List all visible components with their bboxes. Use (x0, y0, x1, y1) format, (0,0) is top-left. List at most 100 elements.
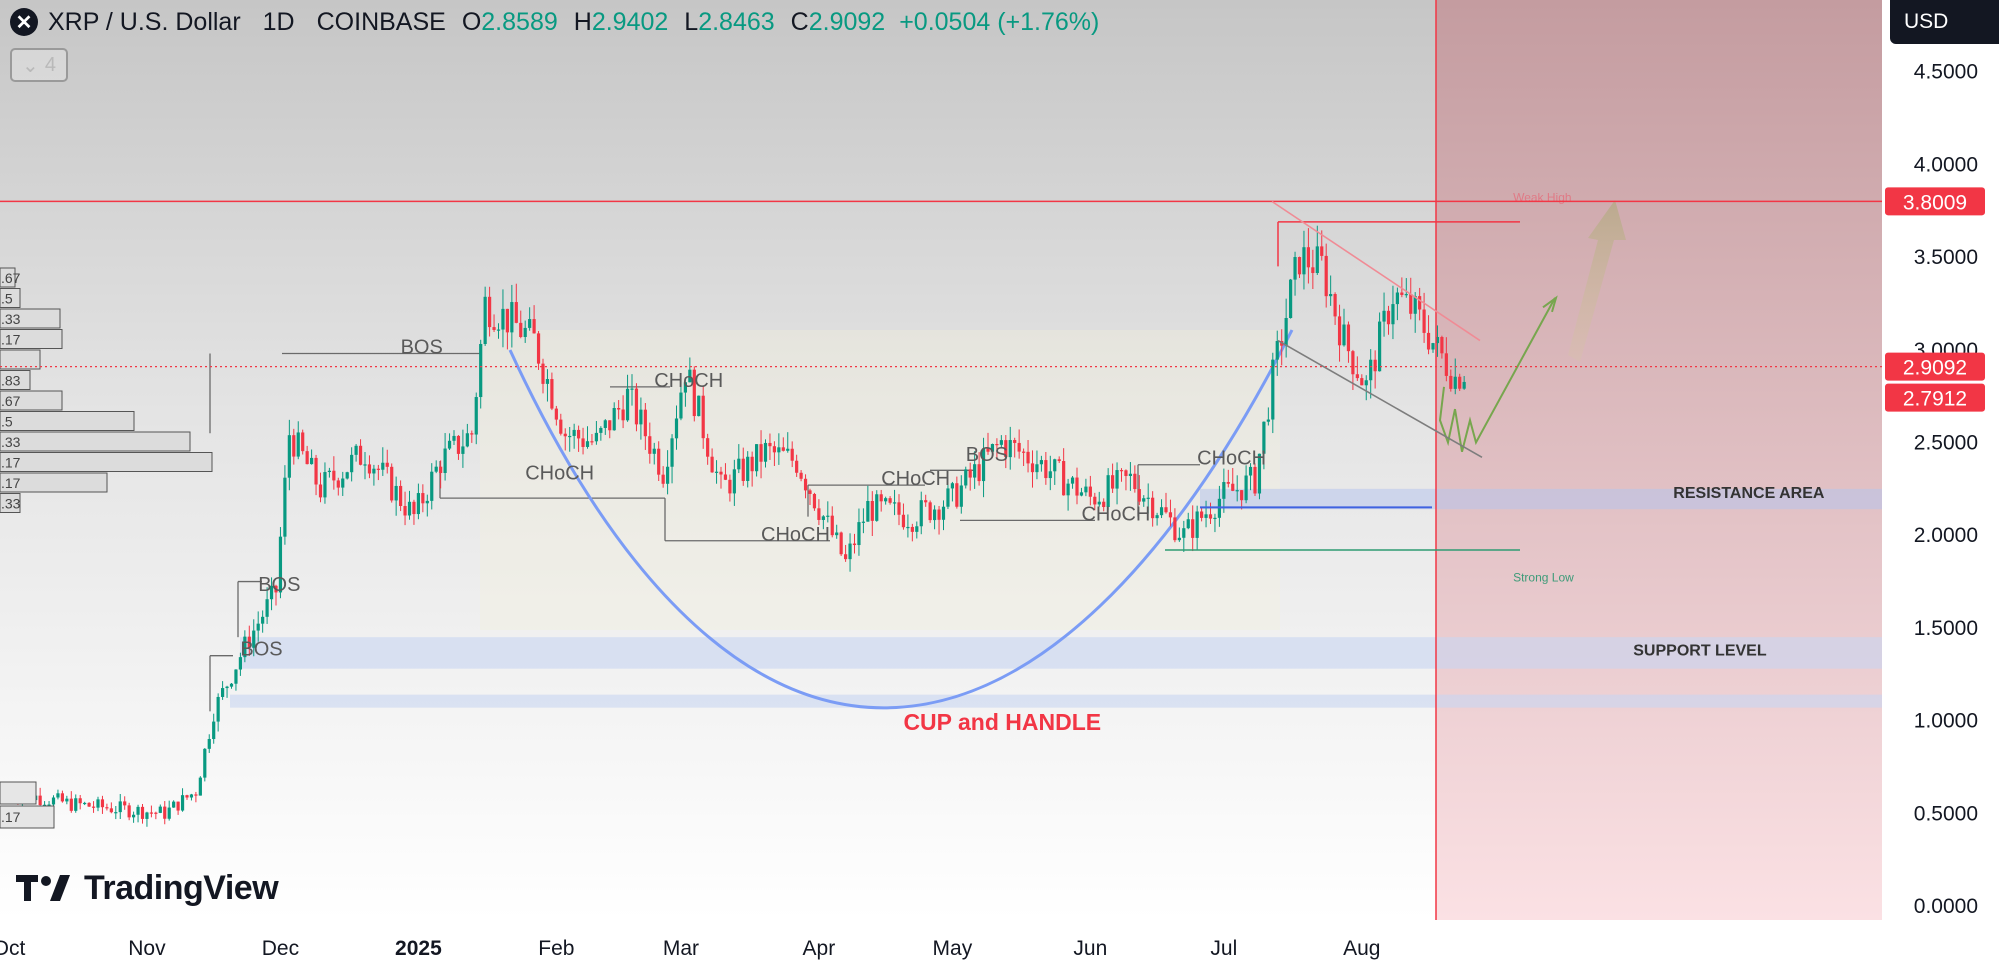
candle-body (723, 474, 728, 480)
candle-body (1030, 463, 1035, 473)
target-arrow (1568, 200, 1626, 362)
candle-body (763, 442, 768, 462)
candle-body (332, 470, 336, 481)
candle-body (363, 464, 367, 466)
candle-body (657, 448, 661, 475)
candle-body (1168, 512, 1173, 518)
candle-body (919, 500, 923, 527)
candle-body (981, 448, 986, 482)
candle-body (697, 395, 701, 417)
candle-body (652, 448, 656, 454)
candle-body (1386, 310, 1391, 325)
candle-body (456, 435, 461, 454)
candle-body (1200, 511, 1204, 518)
candle-body (941, 506, 946, 520)
volume-profile-bar (0, 781, 37, 805)
volume-profile-bar (0, 472, 108, 493)
brand-name: TradingView (84, 868, 279, 907)
price-scale-background (1882, 0, 1999, 973)
candle-body (1226, 482, 1230, 484)
candle-body (973, 464, 977, 478)
candle-body (1115, 470, 1119, 489)
annotation-choch: CHoCH (1197, 448, 1266, 470)
candle-body (514, 302, 518, 323)
candle-body (1013, 440, 1017, 443)
candle-body (483, 296, 487, 344)
candle-body (768, 442, 772, 447)
candle-body (1342, 324, 1346, 346)
candle-body (1142, 498, 1146, 502)
candle-body (746, 456, 750, 481)
candle-body (167, 807, 171, 819)
candle-body (795, 460, 799, 473)
candle-body (265, 599, 269, 617)
x-tick-label: Feb (538, 937, 574, 960)
annotation-resistance-area: RESISTANCE AREA (1673, 485, 1825, 502)
indicators-toggle-button[interactable]: ⌄ 4 (10, 48, 68, 82)
candle-body (256, 623, 260, 631)
candle-body (310, 457, 314, 465)
candle-body (1155, 515, 1159, 519)
symbol-pair[interactable]: XRP / U.S. Dollar (48, 7, 241, 36)
candle-body (1418, 296, 1422, 310)
candle-body (1324, 255, 1328, 297)
candle-body (452, 435, 456, 441)
x-tick-label: Aug (1343, 937, 1380, 960)
high-value: 2.9402 (591, 7, 669, 36)
candle-body (1111, 475, 1115, 489)
candle-body (1075, 477, 1079, 496)
open-value: 2.8589 (481, 7, 558, 36)
candle-body (145, 812, 149, 819)
candle-body (674, 418, 679, 439)
candle-body (621, 409, 625, 421)
candle-body (946, 488, 950, 507)
volume-profile-bar (0, 349, 41, 370)
candle-body (1462, 381, 1466, 389)
x-tick-label: Jun (1073, 937, 1107, 960)
candle-body (327, 470, 331, 473)
projection-path (1438, 297, 1556, 453)
tradingview-brand: TradingView (16, 866, 279, 910)
x-tick-label: Mar (663, 937, 699, 960)
candle-body (617, 408, 621, 410)
zone-band-2 (230, 694, 1882, 708)
candle-body (69, 798, 73, 811)
candle-body (741, 458, 745, 481)
candle-body (274, 585, 278, 593)
candle-body (844, 554, 848, 560)
candle-body (1186, 519, 1190, 529)
time-scale-background (0, 920, 1882, 973)
candle-body (207, 739, 211, 749)
candle-body (1302, 247, 1306, 275)
x-tick-label: 2025 (395, 937, 442, 960)
candle-body (1333, 294, 1337, 317)
candle-body (523, 327, 527, 338)
candle-body (830, 515, 834, 536)
y-tick-label: 3.5000 (1914, 246, 1978, 269)
y-tick-label: 4.0000 (1914, 153, 1978, 176)
candle-body (1435, 337, 1440, 344)
candle-body (861, 521, 865, 523)
candle-body (1426, 332, 1431, 350)
candle-body (1444, 353, 1448, 376)
volume-profile-label: .67 (1, 393, 21, 409)
candle-body (875, 494, 879, 521)
candle-body (848, 543, 852, 560)
candle-body (425, 500, 429, 504)
candle-body (884, 498, 888, 502)
candle-body (91, 806, 96, 808)
candle-body (634, 388, 639, 425)
candle-body (755, 444, 759, 472)
currency-selector[interactable]: USD (1890, 0, 1999, 44)
candle-body (132, 814, 136, 818)
candle-body (216, 696, 220, 722)
x-tick-label: Oct (0, 937, 25, 960)
candle-body (65, 798, 69, 802)
candle-body (1315, 246, 1319, 274)
candle-body (1360, 378, 1364, 386)
candle-body (1213, 517, 1217, 520)
candle-body (127, 805, 131, 818)
interval[interactable]: 1D (262, 7, 295, 36)
candle-body (1391, 304, 1395, 325)
